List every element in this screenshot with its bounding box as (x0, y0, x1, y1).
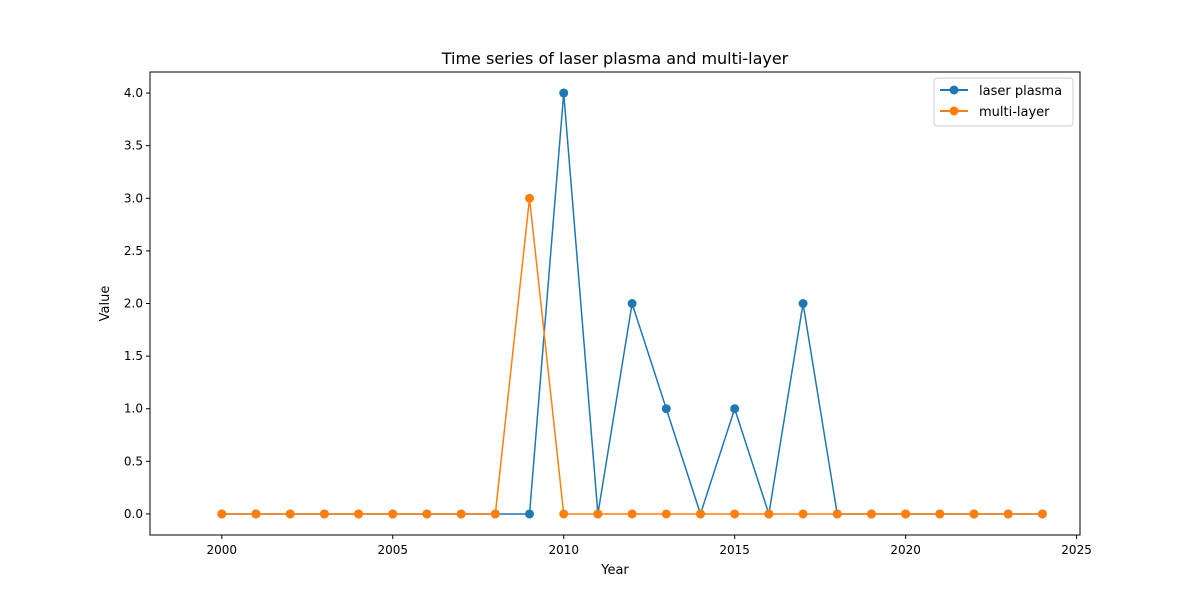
y-tick-label: 1.0 (124, 402, 143, 416)
data-point-multi-layer (969, 509, 979, 519)
x-tick-label: 2000 (207, 543, 238, 557)
legend-frame (933, 77, 1074, 127)
y-tick-label: 0.5 (124, 454, 143, 468)
data-point-multi-layer (354, 509, 364, 519)
data-point-multi-layer (559, 509, 569, 519)
data-point-multi-layer (832, 509, 842, 519)
y-axis-label: Value (98, 286, 113, 322)
y-tick-label: 1.5 (124, 349, 143, 363)
data-point-multi-layer (525, 193, 535, 203)
data-point-multi-layer (627, 509, 637, 519)
y-tick-label: 3.0 (124, 191, 143, 205)
data-point-laser-plasma (559, 88, 569, 98)
plot-area: 2000 2005 2010 2015 2020 2025 0.0 0.5 1.0 1.5 2.0… (124, 71, 1092, 557)
data-point-multi-layer (388, 509, 398, 519)
legend-marker-multi-layer (949, 106, 959, 116)
data-point-multi-layer (730, 509, 740, 519)
data-point-multi-layer (217, 509, 227, 519)
x-tick-label: 2025 (1061, 543, 1092, 557)
data-point-multi-layer (935, 509, 945, 519)
x-axis: 2000 2005 2010 2015 2020 2025 (207, 535, 1092, 557)
x-axis-label: Year (600, 563, 629, 578)
y-tick-label: 4.0 (124, 86, 143, 100)
data-point-laser-plasma (798, 299, 808, 308)
data-point-multi-layer (661, 509, 671, 519)
data-point-multi-layer (490, 509, 500, 519)
legend-marker-laser-plasma (949, 85, 959, 95)
data-point-multi-layer (695, 509, 705, 519)
data-point-laser-plasma (661, 404, 671, 414)
x-tick-label: 2005 (377, 543, 408, 557)
data-point-multi-layer (901, 509, 911, 519)
y-tick-label: 3.5 (124, 139, 143, 153)
data-point-laser-plasma (525, 509, 535, 519)
legend-label-multi-layer: multi-layer (979, 105, 1050, 120)
series-layer (217, 88, 1047, 519)
data-point-multi-layer (285, 509, 295, 519)
y-tick-label: 0.0 (124, 507, 143, 521)
data-point-multi-layer (798, 509, 808, 519)
data-point-multi-layer (593, 509, 603, 519)
data-point-multi-layer (764, 509, 774, 519)
data-point-laser-plasma (730, 404, 740, 414)
data-point-laser-plasma (627, 299, 637, 308)
y-tick-label: 2.0 (124, 297, 143, 311)
data-point-multi-layer (456, 509, 466, 519)
y-axis: 0.0 0.5 1.0 1.5 2.0 2.5 3.0 3.5 4.0 (124, 86, 150, 521)
data-point-multi-layer (319, 509, 329, 519)
data-point-multi-layer (1037, 509, 1047, 519)
data-point-multi-layer (422, 509, 432, 519)
data-point-multi-layer (251, 509, 261, 519)
x-tick-label: 2020 (890, 543, 921, 557)
x-tick-label: 2015 (719, 543, 750, 557)
y-tick-label: 2.5 (124, 244, 143, 258)
chart-title: Time series of laser plasma and multi-la… (441, 49, 789, 68)
data-point-multi-layer (866, 509, 876, 519)
legend: laser plasma multi-layer (933, 77, 1074, 127)
legend-label-laser-plasma: laser plasma (979, 84, 1062, 99)
x-tick-label: 2010 (548, 543, 579, 557)
data-point-multi-layer (1003, 509, 1013, 519)
